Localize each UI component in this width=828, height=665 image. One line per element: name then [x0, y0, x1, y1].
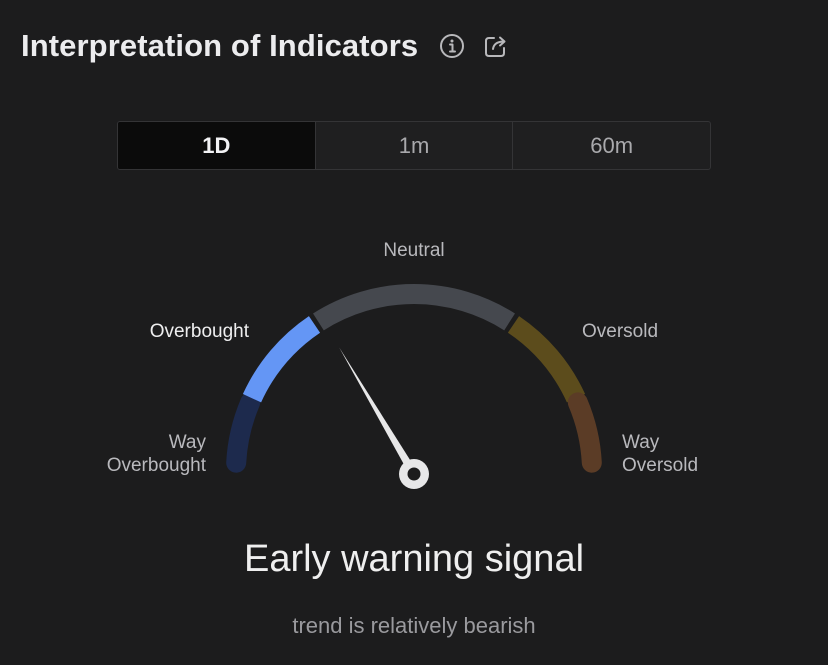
- gauge-label-overbought: Overbought: [149, 321, 249, 342]
- panel-title: Interpretation of Indicators: [21, 28, 419, 63]
- needle-pin: [407, 467, 421, 481]
- timeframe-selector: 1D 1m 60m: [117, 121, 711, 170]
- gauge-label-way-oversold-line1: Way: [622, 432, 660, 453]
- gauge-label-way-oversold-line2: Oversold: [622, 455, 699, 476]
- gauge-label-way-overbought-line1: Way: [168, 432, 206, 453]
- share-icon[interactable]: [481, 31, 511, 61]
- tab-60m[interactable]: 60m: [512, 122, 710, 169]
- signal-subtitle: trend is relatively bearish: [292, 613, 536, 638]
- gauge-segment-oversold: [507, 316, 586, 403]
- gauge-segment-neutral: [313, 284, 515, 331]
- panel-header: Interpretation of Indicators: [21, 28, 511, 64]
- tab-1m[interactable]: 1m: [314, 122, 513, 169]
- gauge-label-oversold: Oversold: [582, 321, 659, 342]
- signal-title: Early warning signal: [243, 538, 585, 580]
- gauge-needle: [339, 347, 429, 489]
- gauge-segment-way-oversold: [567, 392, 602, 473]
- needle-shaft: [339, 347, 418, 477]
- gauge-label-neutral: Neutral: [383, 240, 445, 261]
- gauge-label-way-overbought: Way Overbought: [107, 431, 206, 477]
- info-icon[interactable]: [437, 31, 467, 61]
- gauge-label-way-oversold: Way Oversold: [622, 431, 698, 477]
- gauge-segment-overbought: [242, 316, 321, 403]
- gauge-segment-way-overbought: [226, 392, 261, 473]
- tab-1d[interactable]: 1D: [118, 122, 315, 169]
- gauge-label-way-overbought-line2: Overbought: [106, 455, 206, 476]
